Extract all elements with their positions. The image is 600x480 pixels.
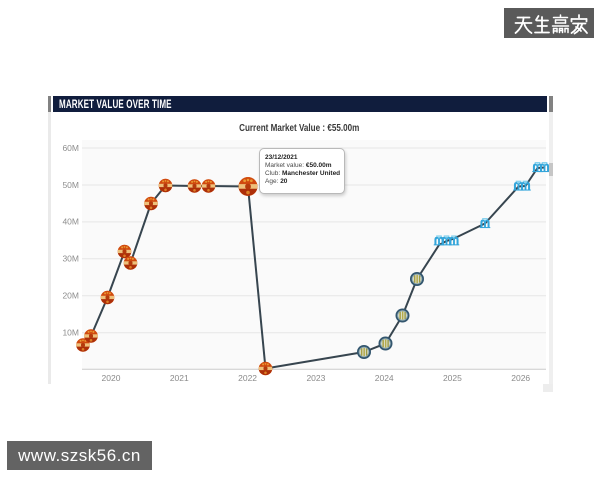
- svg-text:40M: 40M: [62, 217, 79, 227]
- svg-text:50M: 50M: [62, 180, 79, 190]
- svg-text:20M: 20M: [62, 291, 79, 301]
- svg-text:2024: 2024: [375, 373, 394, 383]
- svg-text:60M: 60M: [62, 143, 79, 153]
- svg-text:2023: 2023: [306, 373, 325, 383]
- svg-text:2022: 2022: [238, 373, 257, 383]
- svg-text:2020: 2020: [102, 373, 121, 383]
- svg-text:2026: 2026: [511, 373, 530, 383]
- svg-text:10M: 10M: [62, 328, 79, 338]
- svg-text:2021: 2021: [170, 373, 189, 383]
- svg-text:30M: 30M: [62, 254, 79, 264]
- svg-text:2025: 2025: [443, 373, 462, 383]
